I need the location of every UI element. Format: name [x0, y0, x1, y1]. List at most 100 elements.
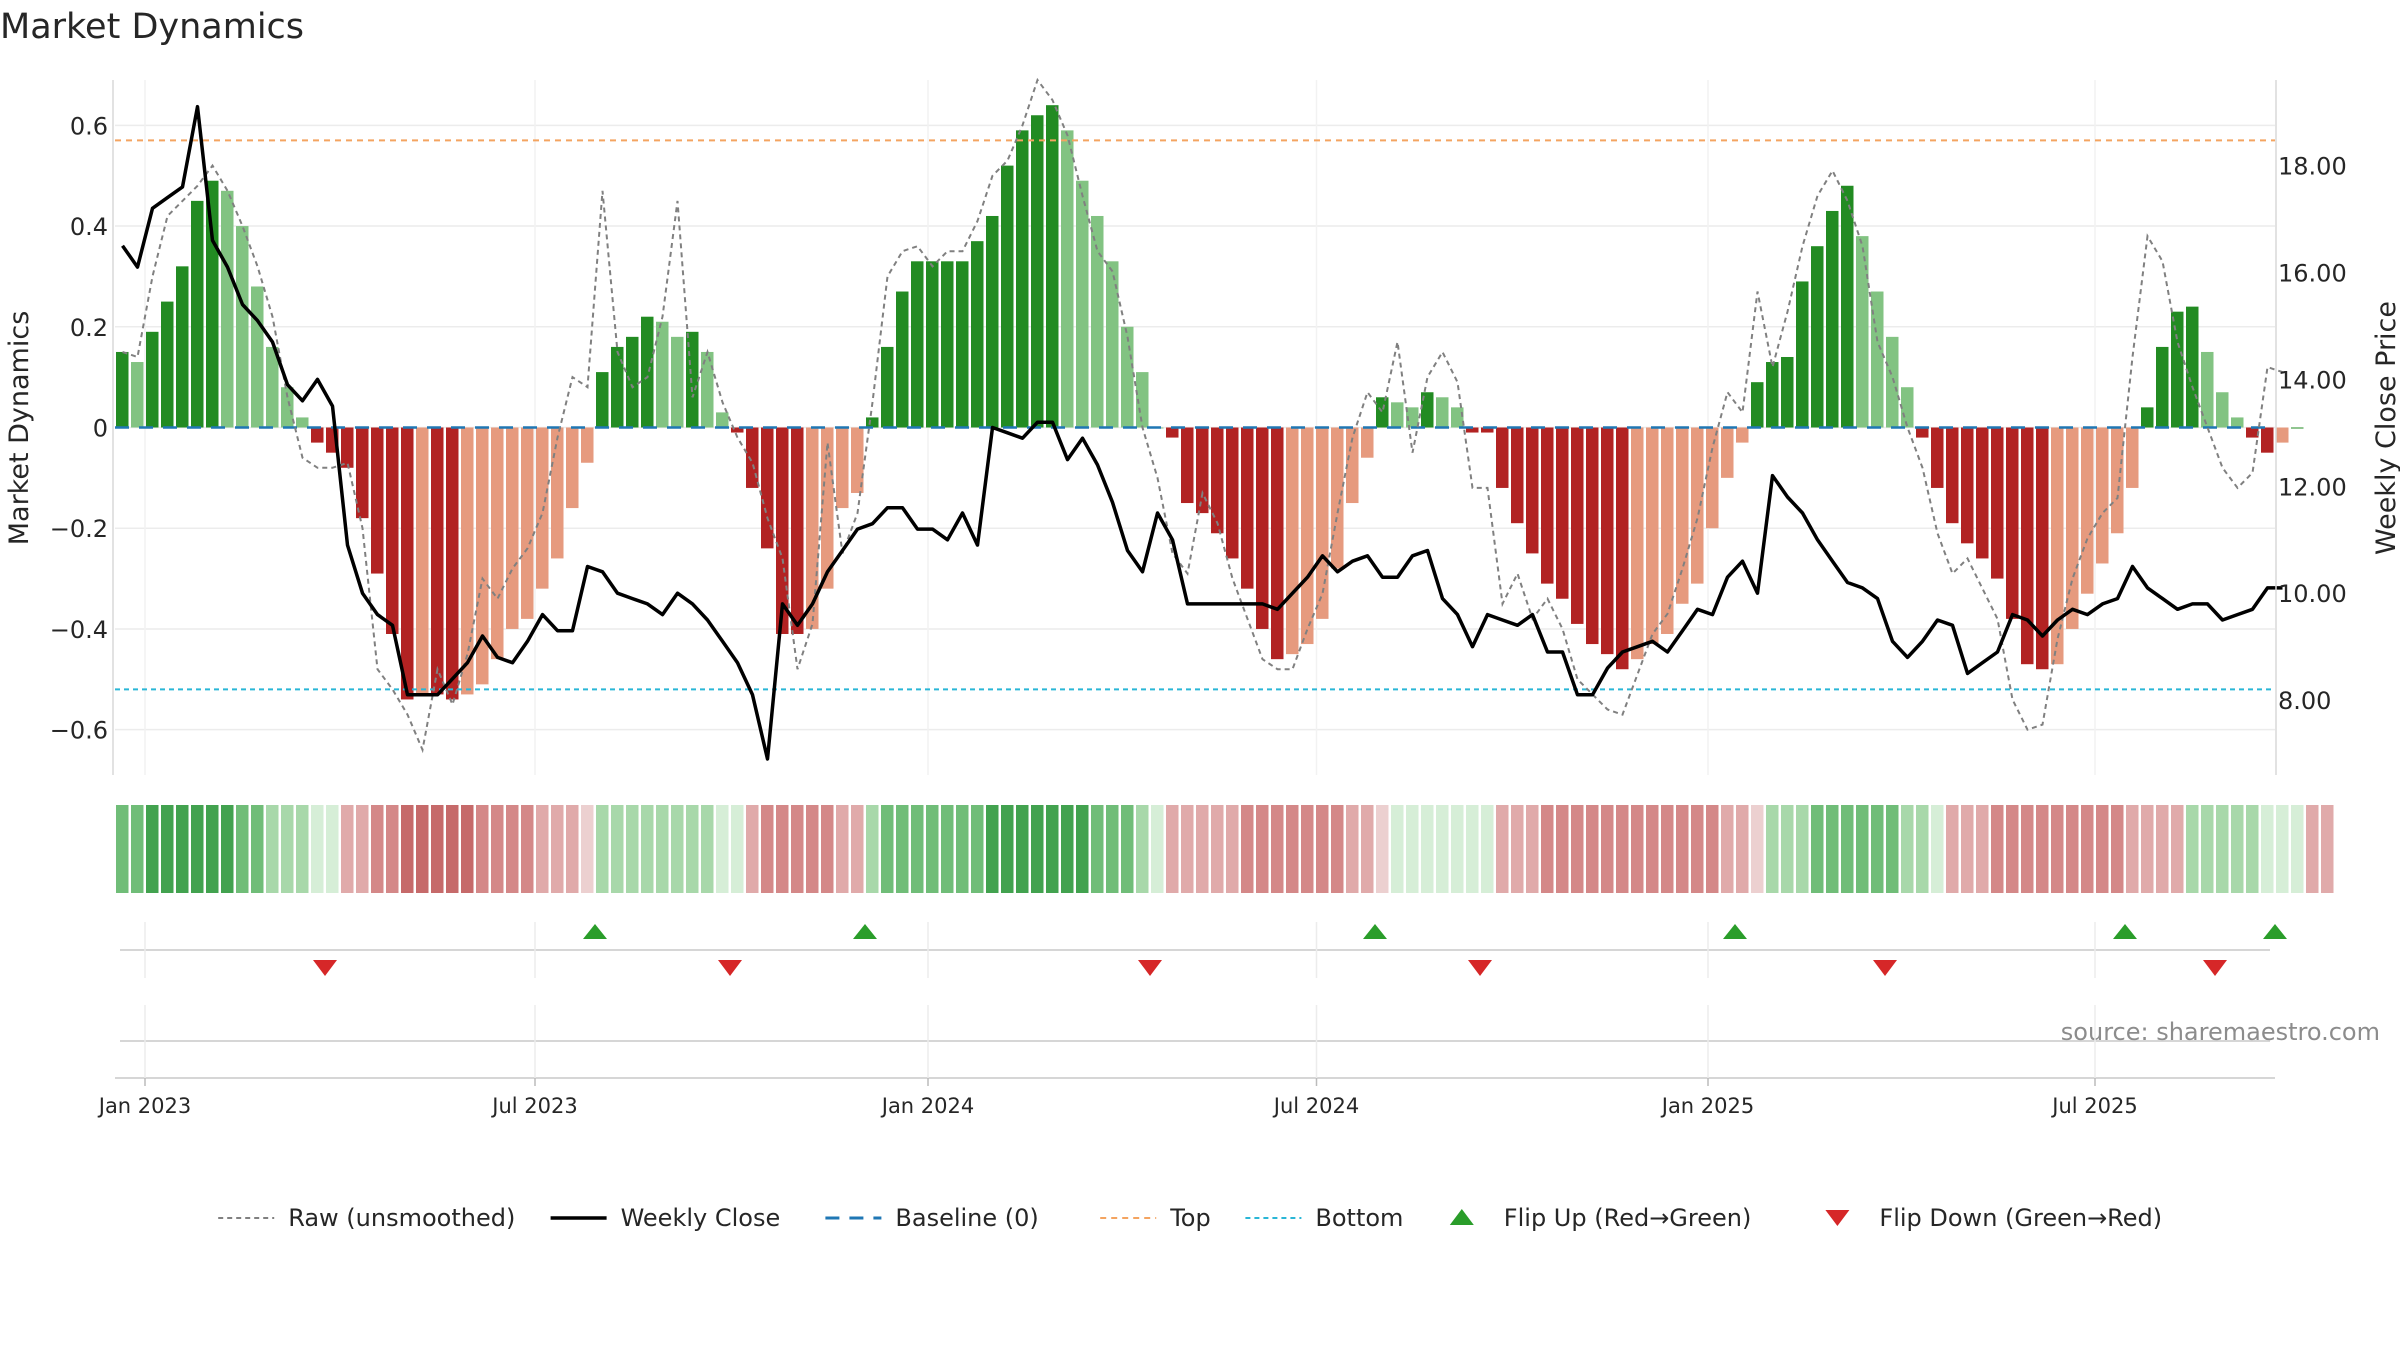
momentum-bar — [716, 412, 729, 428]
regime-cell — [1631, 805, 1644, 893]
momentum-bar — [2036, 427, 2049, 670]
momentum-bar — [1481, 427, 1494, 433]
y-left-tick-label: 0.6 — [70, 112, 108, 140]
y-left-tick-label: −0.2 — [50, 515, 108, 543]
regime-cell — [806, 805, 819, 893]
momentum-bar — [491, 427, 504, 660]
regime-cell — [986, 805, 999, 893]
regime-cell — [2111, 805, 2124, 893]
x-tick-label: Jan 2024 — [880, 1094, 975, 1118]
regime-cell — [1811, 805, 1824, 893]
momentum-bar — [1811, 246, 1824, 428]
regime-cell — [2306, 805, 2319, 893]
regime-cell — [581, 805, 594, 893]
momentum-bar — [2051, 427, 2064, 665]
momentum-bar — [1541, 427, 1554, 584]
momentum-bar — [1346, 427, 1359, 504]
source-credit: source: sharemaestro.com — [2061, 1018, 2380, 1046]
flip-up-marker — [853, 924, 877, 939]
regime-cell — [356, 805, 369, 893]
momentum-bar — [2246, 427, 2259, 438]
regime-cell — [2021, 805, 2034, 893]
momentum-bar — [1106, 261, 1119, 428]
momentum-bar — [776, 427, 789, 634]
regime-cell — [341, 805, 354, 893]
regime-cell — [956, 805, 969, 893]
regime-cell — [641, 805, 654, 893]
momentum-bar — [1316, 427, 1329, 619]
momentum-bar — [536, 427, 549, 589]
momentum-bar — [1961, 427, 1974, 544]
regime-cell — [1991, 805, 2004, 893]
momentum-bar — [1001, 165, 1014, 428]
momentum-bar — [746, 427, 759, 488]
legend: Raw (unsmoothed) Weekly Close Baseline (0)… — [218, 1204, 2162, 1232]
regime-cell — [1496, 805, 1509, 893]
regime-cell — [2276, 805, 2289, 893]
regime-cell — [596, 805, 609, 893]
momentum-bar — [971, 241, 984, 428]
regime-cell — [1061, 805, 1074, 893]
regime-cell — [1106, 805, 1119, 893]
regime-cell — [791, 805, 804, 893]
regime-cell — [1001, 805, 1014, 893]
momentum-bar — [1736, 427, 1749, 443]
y-left-tick-label: −0.6 — [50, 717, 108, 745]
regime-cell — [2246, 805, 2259, 893]
regime-cell — [866, 805, 879, 893]
momentum-bar — [1706, 427, 1719, 529]
legend-label: Top — [1169, 1204, 1211, 1232]
momentum-bar — [821, 427, 834, 589]
regime-cell — [1256, 805, 1269, 893]
legend-label: Flip Down (Green→Red) — [1879, 1204, 2162, 1232]
momentum-bar — [1871, 291, 1884, 428]
flip-up-marker — [2263, 924, 2287, 939]
y-right-tick-label: 12.00 — [2278, 473, 2347, 501]
momentum-bar — [926, 261, 939, 428]
regime-cell — [2321, 805, 2334, 893]
regime-cell — [1916, 805, 1929, 893]
flip-down-marker — [2203, 960, 2227, 976]
regime-cell — [2006, 805, 2019, 893]
momentum-bar — [1256, 427, 1269, 629]
regime-cell — [1841, 805, 1854, 893]
momentum-bar — [131, 362, 144, 428]
y-right-tick-label: 16.00 — [2278, 259, 2347, 287]
regime-cell — [131, 805, 144, 893]
regime-cell — [311, 805, 324, 893]
regime-cell — [1871, 805, 1884, 893]
momentum-bar — [236, 226, 249, 428]
regime-cell — [221, 805, 234, 893]
momentum-bar — [206, 180, 219, 428]
regime-cell — [1406, 805, 1419, 893]
regime-cell — [1526, 805, 1539, 893]
regime-cell — [116, 805, 129, 893]
regime-cell — [836, 805, 849, 893]
momentum-bar — [1376, 397, 1389, 428]
momentum-bar — [161, 301, 174, 428]
momentum-bar — [626, 336, 639, 428]
regime-cell — [1016, 805, 1029, 893]
momentum-bar — [1511, 427, 1524, 524]
regime-cell — [1421, 805, 1434, 893]
regime-cell — [1136, 805, 1149, 893]
momentum-bar — [791, 427, 804, 634]
momentum-bar — [1781, 356, 1794, 428]
flip-up-marker — [583, 924, 607, 939]
regime-cell — [416, 805, 429, 893]
regime-cell — [1781, 805, 1794, 893]
regime-cell — [881, 805, 894, 893]
regime-cell — [281, 805, 294, 893]
momentum-bar — [476, 427, 489, 685]
y-left-tick-label: −0.4 — [50, 616, 108, 644]
regime-cell — [1946, 805, 1959, 893]
momentum-bar — [2291, 427, 2304, 429]
regime-cell — [1316, 805, 1329, 893]
momentum-bar — [176, 266, 189, 428]
momentum-bar — [1886, 336, 1899, 428]
regime-cell — [1091, 805, 1104, 893]
regime-cell — [686, 805, 699, 893]
regime-cell — [1346, 805, 1359, 893]
regime-cell — [1076, 805, 1089, 893]
regime-cell — [2051, 805, 2064, 893]
